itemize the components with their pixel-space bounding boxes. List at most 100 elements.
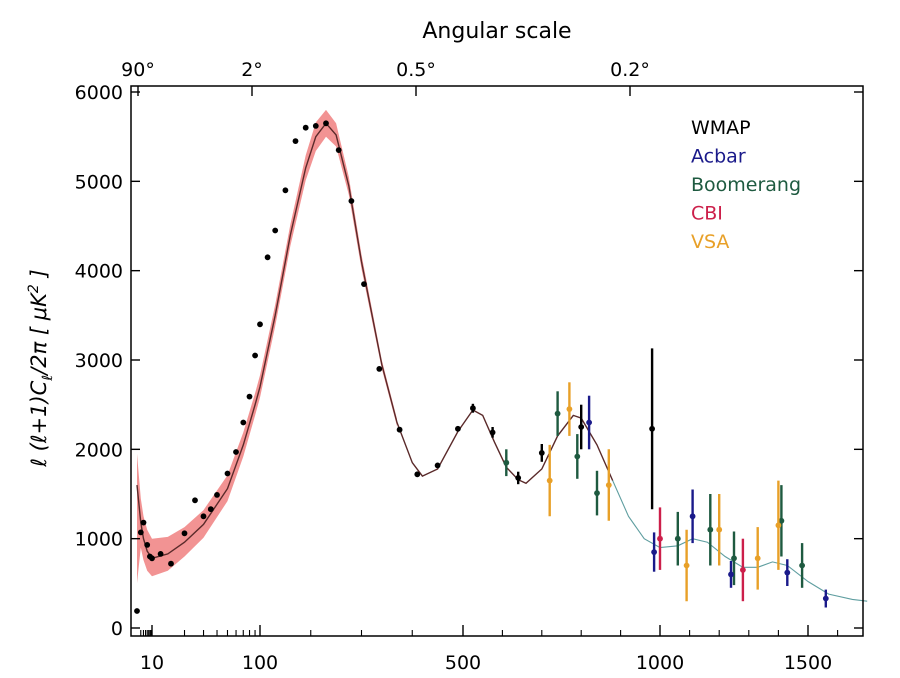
legend-entry-wmap: WMAP	[691, 117, 751, 139]
series-vsa	[546, 382, 782, 602]
series-acbar	[586, 395, 829, 608]
top-axis-title: Angular scale	[422, 19, 571, 44]
data-point	[252, 352, 258, 359]
data-point	[651, 549, 657, 555]
data-point	[144, 542, 151, 548]
top-tick-label: 0.2°	[610, 59, 650, 81]
data-point	[455, 425, 461, 432]
top-tick-label: 90°	[121, 59, 155, 81]
y-tick-label: 3000	[75, 350, 123, 372]
data-point	[683, 562, 690, 569]
legend-entry-vsa: VSA	[691, 231, 729, 253]
data-point	[272, 227, 279, 234]
data-point	[137, 529, 144, 536]
data-point	[233, 449, 239, 455]
data-point	[822, 595, 829, 602]
data-point	[489, 429, 496, 436]
data-point	[224, 470, 231, 477]
data-point	[292, 138, 299, 145]
legend-entry-acbar: Acbar	[691, 146, 746, 168]
data-point	[707, 526, 714, 533]
y-label-superscript: 2	[26, 284, 42, 293]
data-point	[282, 187, 289, 194]
x-tick-label: 1000	[636, 652, 684, 674]
series-boomerang	[503, 391, 805, 588]
data-point	[716, 526, 723, 533]
data-point	[566, 406, 573, 412]
data-point	[586, 419, 592, 426]
x-tick-label: 100	[242, 652, 278, 674]
data-point	[214, 492, 220, 498]
data-point	[754, 555, 761, 562]
data-point	[323, 120, 329, 127]
data-point	[605, 482, 612, 488]
data-point	[778, 517, 785, 524]
data-point	[515, 475, 522, 481]
data-point	[731, 555, 737, 562]
data-point	[134, 608, 140, 614]
plot-area	[134, 109, 868, 614]
y-tick-label: 1000	[75, 529, 123, 551]
data-point	[674, 535, 681, 542]
data-point	[689, 513, 696, 520]
model-uncertainty-band	[137, 109, 397, 584]
model-curve	[136, 122, 614, 560]
data-point	[240, 419, 247, 426]
y-label-subscript: ℓ	[40, 375, 56, 382]
data-point	[799, 562, 805, 569]
top-axis-ticks: 90° 2° 0.5° 0.2°	[121, 59, 650, 96]
data-point	[200, 513, 207, 520]
data-point	[470, 405, 476, 412]
data-point	[257, 321, 263, 328]
data-point	[649, 425, 655, 432]
data-point	[784, 569, 791, 576]
data-point	[574, 453, 581, 460]
data-point	[246, 393, 253, 400]
data-point	[538, 450, 545, 456]
data-point	[657, 535, 663, 542]
data-point	[414, 471, 421, 478]
data-point	[207, 506, 214, 513]
data-point	[361, 281, 367, 287]
series-wmap	[134, 120, 655, 614]
y-tick-label: 2000	[75, 439, 123, 461]
data-point	[181, 530, 188, 537]
y-label-part-a: ℓ (ℓ+1)C	[27, 380, 51, 467]
data-point	[348, 198, 355, 204]
legend: WMAP Acbar Boomerang CBI VSA	[691, 117, 801, 253]
data-point	[775, 522, 782, 529]
data-point	[396, 426, 403, 433]
data-point	[192, 497, 198, 504]
data-point	[728, 571, 734, 578]
data-point	[578, 424, 585, 430]
legend-entry-cbi: CBI	[691, 203, 723, 225]
data-point	[740, 567, 746, 573]
data-point	[546, 477, 553, 484]
y-axis-label: ℓ (ℓ+1)Cℓ/2π [ μK2 ]	[26, 269, 56, 467]
y-label-part-b: /2π [ μK	[27, 291, 51, 377]
data-point	[157, 551, 164, 557]
data-point	[335, 147, 342, 154]
y-axis-ticks: 0 1000 2000 3000 4000 5000 6000	[75, 82, 863, 640]
data-point	[503, 459, 510, 466]
x-axis-ticks: 10 100 500 1000 1500	[140, 625, 839, 674]
plot-frame	[130, 85, 864, 637]
data-point	[312, 123, 319, 129]
data-points-layer	[134, 120, 829, 614]
x-tick-label: 500	[445, 652, 481, 674]
data-point	[376, 366, 383, 372]
y-tick-label: 5000	[75, 171, 123, 193]
data-point	[302, 124, 309, 131]
data-point	[554, 410, 561, 417]
y-tick-label: 0	[111, 618, 123, 640]
y-tick-label: 4000	[75, 261, 123, 283]
legend-entry-boomerang: Boomerang	[691, 174, 801, 196]
data-point	[149, 555, 155, 562]
top-tick-label: 0.5°	[396, 59, 436, 81]
y-label-part-c: ]	[27, 269, 51, 284]
data-point	[140, 519, 147, 526]
data-point	[168, 560, 174, 567]
series-cbi	[657, 507, 746, 602]
data-point	[264, 254, 271, 261]
